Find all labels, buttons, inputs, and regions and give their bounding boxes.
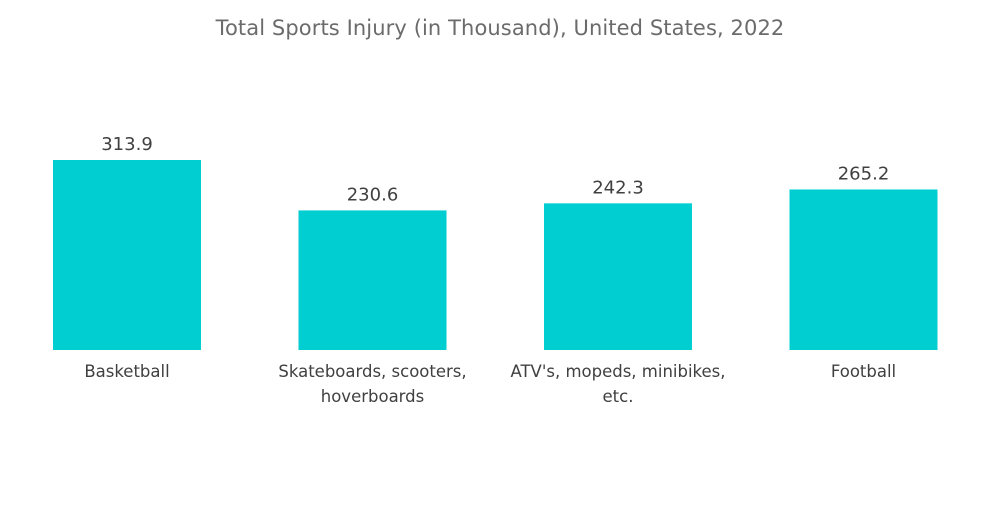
bar-0 <box>53 160 201 350</box>
category-label-1: Skateboards, scooters, hoverboards <box>278 362 466 406</box>
data-label-0: 313.9 <box>101 134 153 155</box>
category-label-line: Basketball <box>84 362 169 381</box>
category-label-line: Skateboards, scooters, <box>278 362 466 381</box>
category-label-line: Football <box>831 362 896 381</box>
category-label-line: hoverboards <box>321 387 425 406</box>
bar-2 <box>544 203 692 350</box>
bar-3 <box>789 189 938 350</box>
data-label-2: 242.3 <box>592 177 644 198</box>
chart-title: Total Sports Injury (in Thousand), Unite… <box>215 16 785 40</box>
data-label-3: 265.2 <box>838 163 890 184</box>
category-label-0: Basketball <box>84 362 169 381</box>
bar-1 <box>298 210 447 350</box>
category-label-line: etc. <box>603 387 634 406</box>
category-label-line: ATV's, mopeds, minibikes, <box>510 362 725 381</box>
category-label-3: Football <box>831 362 896 381</box>
category-label-2: ATV's, mopeds, minibikes, etc. <box>510 362 725 406</box>
data-label-1: 230.6 <box>347 184 399 205</box>
